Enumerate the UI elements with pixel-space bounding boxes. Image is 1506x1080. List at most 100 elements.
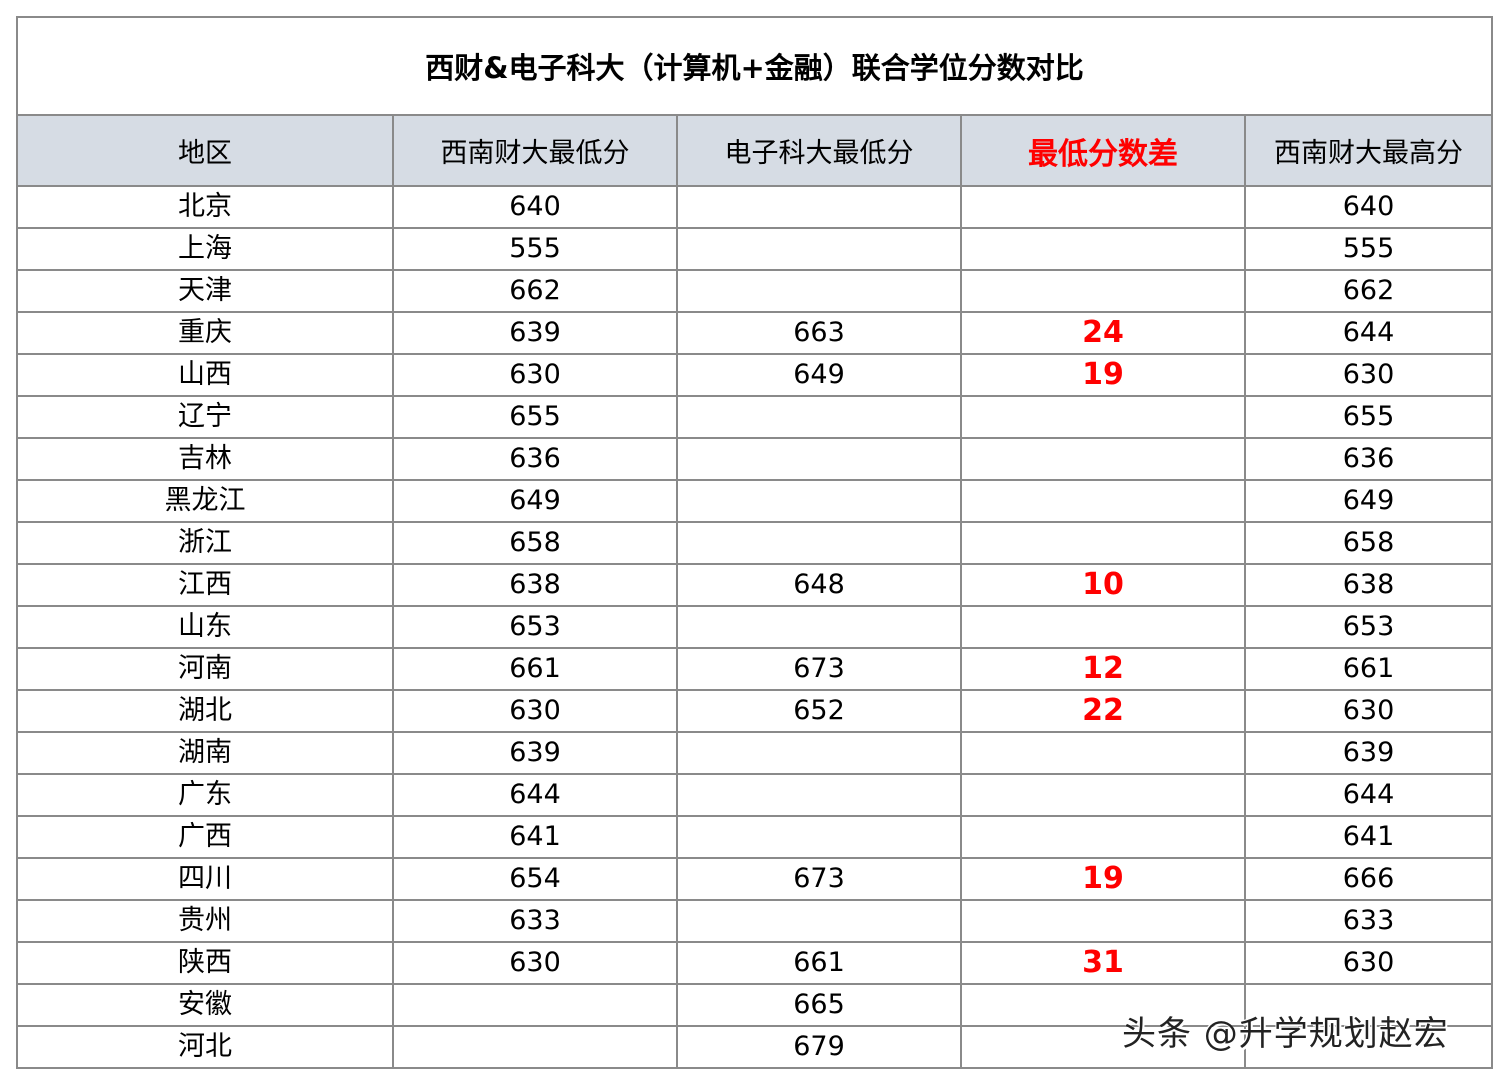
cell-region: 浙江 — [16, 521, 394, 565]
cell-region: 江西 — [16, 563, 394, 607]
cell-min-diff — [960, 185, 1246, 229]
watermark: 头条 @升学规划赵宏 — [1122, 1014, 1449, 1054]
cell-min-diff: 12 — [960, 647, 1246, 691]
table-row: 安徽 665 — [16, 983, 1494, 1027]
cell-region: 湖北 — [16, 689, 394, 733]
table-row: 山东 653 653 — [16, 605, 1494, 649]
table-row: 江西 638 648 10 638 — [16, 563, 1494, 607]
cell-swufe-max: 630 — [1243, 689, 1494, 733]
cell-min-diff — [960, 899, 1246, 943]
table-row: 黑龙江 649 649 — [16, 479, 1494, 523]
cell-min-diff — [960, 605, 1246, 649]
cell-swufe-max: 666 — [1243, 857, 1494, 901]
cell-uestc-min — [676, 731, 962, 775]
header-region: 地区 — [16, 114, 394, 187]
cell-swufe-min: 654 — [392, 857, 678, 901]
cell-swufe-min: 644 — [392, 773, 678, 817]
cell-uestc-min — [676, 185, 962, 229]
cell-swufe-max: 640 — [1243, 185, 1494, 229]
cell-region: 山东 — [16, 605, 394, 649]
cell-uestc-min: 673 — [676, 857, 962, 901]
cell-region: 吉林 — [16, 437, 394, 481]
cell-swufe-max: 630 — [1243, 941, 1494, 985]
cell-swufe-min: 661 — [392, 647, 678, 691]
table-row: 陕西 630 661 31 630 — [16, 941, 1494, 985]
cell-swufe-max: 661 — [1243, 647, 1494, 691]
cell-swufe-min — [392, 983, 678, 1027]
cell-uestc-min — [676, 605, 962, 649]
cell-swufe-max: 649 — [1243, 479, 1494, 523]
cell-region: 重庆 — [16, 311, 394, 355]
cell-swufe-min: 630 — [392, 353, 678, 397]
cell-region: 湖南 — [16, 731, 394, 775]
table-row: 吉林 636 636 — [16, 437, 1494, 481]
cell-uestc-min — [676, 395, 962, 439]
table-row: 上海 555 555 — [16, 227, 1494, 271]
cell-region: 上海 — [16, 227, 394, 271]
table-row: 四川 654 673 19 666 — [16, 857, 1494, 901]
cell-min-diff — [960, 731, 1246, 775]
cell-region: 河北 — [16, 1025, 394, 1069]
cell-region: 天津 — [16, 269, 394, 313]
table-row: 天津 662 662 — [16, 269, 1494, 313]
cell-uestc-min: 663 — [676, 311, 962, 355]
cell-swufe-max — [1243, 1025, 1494, 1069]
cell-uestc-min — [676, 227, 962, 271]
cell-min-diff: 24 — [960, 311, 1246, 355]
cell-swufe-min: 630 — [392, 941, 678, 985]
cell-uestc-min: 661 — [676, 941, 962, 985]
header-row: 地区 西南财大最低分 电子科大最低分 最低分数差 西南财大最高分 — [16, 114, 1494, 187]
header-min-diff: 最低分数差 — [960, 114, 1246, 187]
table-row: 山西 630 649 19 630 — [16, 353, 1494, 397]
cell-region: 山西 — [16, 353, 394, 397]
cell-region: 河南 — [16, 647, 394, 691]
cell-uestc-min: 673 — [676, 647, 962, 691]
cell-min-diff — [960, 773, 1246, 817]
table-row: 浙江 658 658 — [16, 521, 1494, 565]
cell-swufe-max: 639 — [1243, 731, 1494, 775]
cell-swufe-min: 649 — [392, 479, 678, 523]
cell-uestc-min: 652 — [676, 689, 962, 733]
cell-region: 陕西 — [16, 941, 394, 985]
cell-swufe-max: 633 — [1243, 899, 1494, 943]
cell-uestc-min: 649 — [676, 353, 962, 397]
cell-min-diff — [960, 1025, 1246, 1069]
cell-swufe-min: 639 — [392, 311, 678, 355]
cell-swufe-min: 640 — [392, 185, 678, 229]
cell-swufe-max: 636 — [1243, 437, 1494, 481]
cell-swufe-max: 644 — [1243, 311, 1494, 355]
cell-swufe-max: 658 — [1243, 521, 1494, 565]
cell-swufe-max: 653 — [1243, 605, 1494, 649]
cell-region: 广西 — [16, 815, 394, 859]
cell-uestc-min: 648 — [676, 563, 962, 607]
cell-min-diff — [960, 395, 1246, 439]
cell-min-diff — [960, 479, 1246, 523]
table-row: 重庆 639 663 24 644 — [16, 311, 1494, 355]
table-row: 辽宁 655 655 — [16, 395, 1494, 439]
cell-swufe-min: 636 — [392, 437, 678, 481]
cell-min-diff: 19 — [960, 353, 1246, 397]
cell-uestc-min — [676, 521, 962, 565]
cell-swufe-min: 638 — [392, 563, 678, 607]
header-swufe-max: 西南财大最高分 — [1243, 114, 1494, 187]
cell-min-diff — [960, 983, 1246, 1027]
cell-region: 辽宁 — [16, 395, 394, 439]
table-row: 河北 679 — [16, 1025, 1494, 1069]
cell-swufe-max: 662 — [1243, 269, 1494, 313]
cell-swufe-max — [1243, 983, 1494, 1027]
cell-swufe-min: 639 — [392, 731, 678, 775]
cell-min-diff: 31 — [960, 941, 1246, 985]
table-row: 湖北 630 652 22 630 — [16, 689, 1494, 733]
cell-uestc-min — [676, 269, 962, 313]
cell-swufe-max: 555 — [1243, 227, 1494, 271]
cell-region: 安徽 — [16, 983, 394, 1027]
cell-region: 北京 — [16, 185, 394, 229]
table-row: 湖南 639 639 — [16, 731, 1494, 775]
cell-min-diff — [960, 269, 1246, 313]
cell-min-diff — [960, 437, 1246, 481]
cell-swufe-min: 633 — [392, 899, 678, 943]
table-row: 北京 640 640 — [16, 185, 1494, 229]
cell-swufe-max: 641 — [1243, 815, 1494, 859]
cell-region: 广东 — [16, 773, 394, 817]
cell-swufe-min: 555 — [392, 227, 678, 271]
